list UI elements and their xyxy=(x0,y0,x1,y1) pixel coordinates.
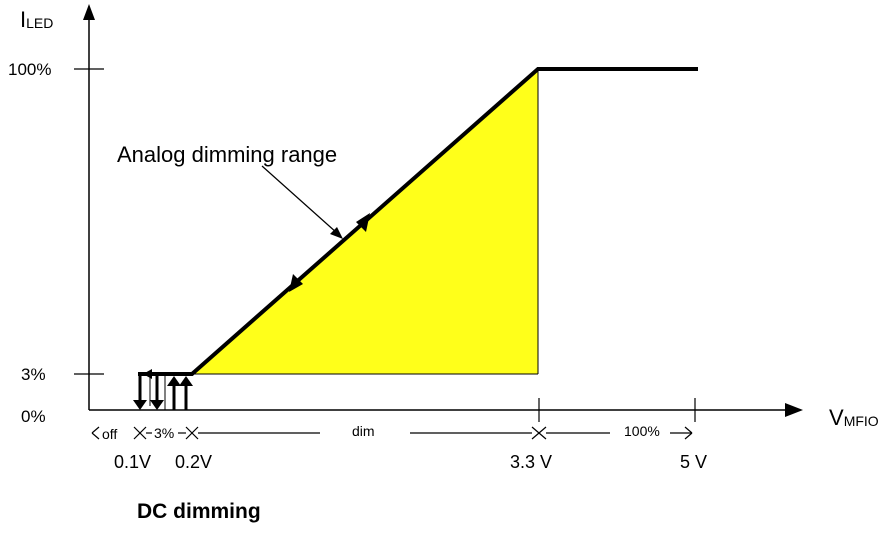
caption: DC dimming xyxy=(137,500,261,523)
ramp-arrow-up xyxy=(356,213,370,232)
region-full-label: 100% xyxy=(624,423,660,439)
region-dim-label: dim xyxy=(352,423,375,439)
dc-arrowhead-up-2 xyxy=(179,376,193,386)
y-axis-label: ILED xyxy=(20,7,53,32)
ramp-arrow-down xyxy=(289,274,303,292)
dc-arrowhead-down-1 xyxy=(133,400,147,410)
y-tick-label-3: 3% xyxy=(21,365,46,384)
y-tick-label-100: 100% xyxy=(8,60,51,79)
annotation-leader-line xyxy=(261,165,338,234)
x-tick-label-3v3: 3.3 V xyxy=(510,452,552,472)
y-axis-arrowhead xyxy=(83,4,95,20)
analog-dimming-annotation: Analog dimming range xyxy=(117,142,337,167)
dc-arrowhead-left xyxy=(143,369,152,379)
x-axis-label: VMFIO xyxy=(829,405,879,430)
x-tick-label-0v2: 0.2V xyxy=(175,452,212,472)
x-tick-label-5v: 5 V xyxy=(680,452,707,472)
annotation-leader-arrowhead xyxy=(330,227,343,239)
region-dc-label: 3% xyxy=(154,425,174,441)
x-tick-label-0v1: 0.1V xyxy=(114,452,151,472)
region-ranges xyxy=(91,426,693,440)
region-off-label: off xyxy=(102,426,117,442)
dc-arrowhead-down-2 xyxy=(150,400,164,410)
dc-arrowhead-up-1 xyxy=(167,376,181,386)
y-tick-label-0: 0% xyxy=(21,407,46,426)
x-axis-arrowhead xyxy=(785,403,803,417)
